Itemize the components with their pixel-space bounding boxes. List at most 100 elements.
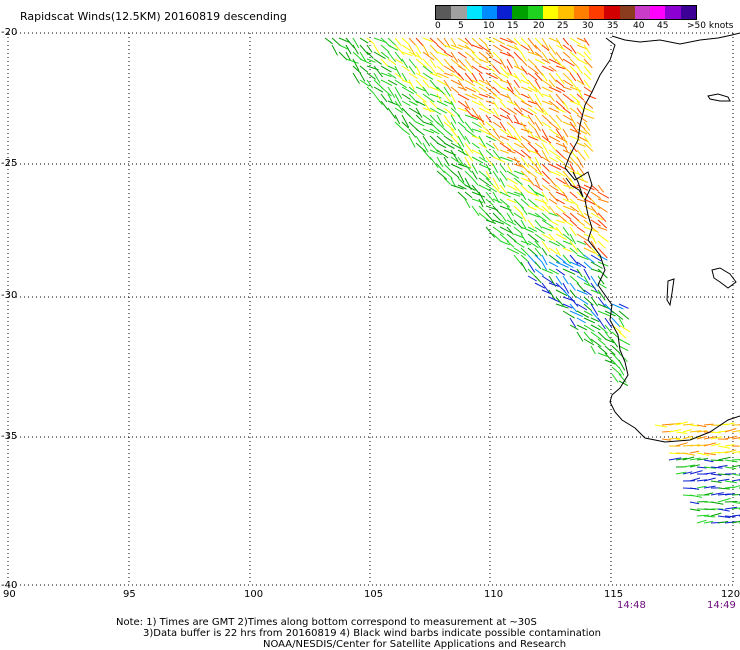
wind-barb	[534, 72, 543, 81]
wind-barb	[527, 268, 537, 278]
wind-barb	[569, 37, 581, 45]
wind-barb	[513, 240, 525, 248]
wind-barb	[520, 100, 533, 108]
wind-barb	[373, 72, 381, 84]
wind-barb	[471, 58, 482, 66]
wind-barb	[422, 37, 433, 43]
wind-barb	[548, 170, 561, 177]
wind-barb	[682, 429, 692, 433]
wind-barb	[534, 170, 544, 177]
wind-barb	[555, 114, 563, 123]
wind-barb	[485, 37, 495, 44]
wind-barb	[696, 424, 707, 428]
wind-barb	[569, 233, 577, 245]
wind-barb	[527, 198, 539, 208]
wind-barb	[597, 184, 605, 193]
wind-barb	[548, 93, 555, 102]
wind-barb	[499, 128, 510, 136]
wind-barb	[541, 86, 553, 93]
wind-barb	[513, 156, 522, 167]
legend-swatch-4	[497, 6, 513, 19]
wind-barb	[555, 107, 566, 113]
wind-barb	[464, 149, 474, 162]
wind-barb	[513, 254, 523, 267]
wind-barb	[569, 86, 582, 92]
wind-barb	[534, 268, 544, 276]
wind-barb	[703, 442, 717, 447]
wind-barb	[717, 465, 728, 468]
wind-barb	[569, 142, 578, 153]
wind-barb	[534, 135, 548, 144]
wind-barb	[485, 121, 496, 131]
wind-barb	[457, 93, 470, 101]
wind-barb	[373, 51, 386, 60]
wind-barb	[485, 198, 494, 206]
wind-barb	[429, 135, 439, 145]
wind-barb	[436, 135, 445, 144]
wind-barb	[717, 508, 730, 512]
wind-barb	[590, 317, 600, 323]
wind-barb	[366, 51, 374, 59]
wind-barb	[443, 142, 455, 149]
wind-barb	[731, 464, 740, 468]
wind-barb	[450, 184, 464, 190]
wind-barb	[429, 58, 437, 69]
wind-barb	[548, 247, 559, 255]
wind-barb	[717, 515, 731, 519]
wind-barb	[506, 191, 521, 197]
wind-barb	[562, 170, 573, 183]
wind-barb	[696, 514, 710, 517]
wind-barb	[562, 219, 574, 227]
wind-barb	[415, 93, 427, 103]
wind-barb	[534, 226, 545, 234]
wind-barb	[548, 233, 556, 242]
wind-barb	[583, 65, 592, 76]
wind-barb	[366, 58, 376, 63]
wind-barb	[478, 107, 491, 115]
wind-barb	[471, 156, 484, 164]
wind-barb	[478, 149, 486, 160]
wind-barb	[506, 226, 514, 235]
wind-barb	[471, 198, 484, 203]
wind-barb	[506, 212, 514, 223]
wind-barb	[548, 296, 561, 303]
wind-barb	[492, 86, 501, 94]
wind-barb	[471, 65, 483, 75]
wind-barb	[689, 487, 700, 490]
legend-swatch-10	[588, 6, 605, 19]
wind-barb	[429, 149, 442, 156]
wind-barb	[527, 275, 537, 282]
wind-barb	[689, 430, 701, 433]
wind-barb	[583, 100, 594, 109]
wind-barb	[527, 58, 537, 68]
wind-barb	[422, 51, 435, 61]
wind-barb	[703, 466, 717, 469]
wind-barb	[548, 282, 559, 287]
wind-barb	[485, 212, 494, 223]
wind-barb	[338, 51, 348, 61]
wind-barb	[583, 149, 590, 159]
wind-barb	[520, 107, 534, 116]
wind-barb	[422, 58, 430, 67]
wind-barb	[541, 198, 551, 210]
wind-barb	[366, 44, 373, 53]
wind-barb	[724, 422, 735, 426]
wind-barb	[359, 37, 369, 44]
wind-barb	[569, 100, 580, 106]
wind-barb	[401, 79, 412, 84]
wind-barb	[520, 79, 530, 85]
wind-barb	[485, 44, 494, 58]
wind-barb	[668, 457, 682, 461]
wind-barb	[569, 156, 578, 166]
wind-barb	[485, 226, 496, 238]
wind-barb	[583, 142, 594, 152]
wind-barb	[569, 226, 577, 237]
wind-barb	[576, 72, 585, 85]
wind-barb	[492, 128, 501, 139]
wind-barb	[394, 37, 402, 46]
wind-barb	[555, 198, 566, 205]
wind-barb	[576, 142, 586, 147]
wind-barb	[576, 289, 588, 295]
wind-barb	[555, 72, 565, 85]
wind-barb	[457, 149, 468, 156]
